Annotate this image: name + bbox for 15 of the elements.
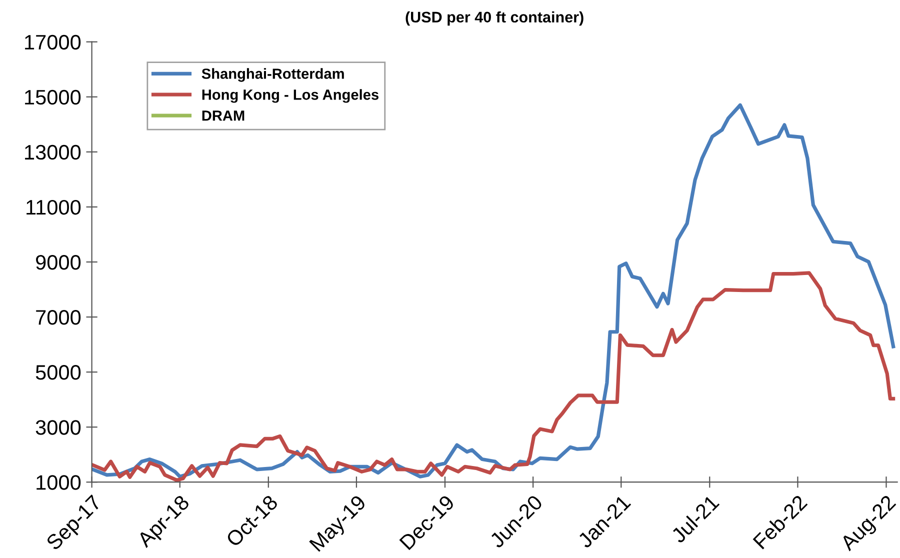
y-tick-label: 7000 — [36, 310, 81, 325]
line-series — [92, 103, 896, 478]
line-series — [92, 271, 896, 482]
y-tick-label: 17000 — [25, 34, 81, 50]
y-tick-label: 3000 — [36, 420, 81, 435]
y-tick-label: 15000 — [25, 90, 81, 105]
y-tick-label: 1000 — [36, 475, 81, 490]
y-tick-label: 11000 — [26, 200, 81, 215]
y-tick-label: 9000 — [36, 254, 81, 270]
y-tick-label: 13000 — [25, 144, 81, 160]
y-tick-label: 5000 — [36, 365, 81, 380]
legend-label: DRAM — [202, 110, 244, 121]
chart-title: (USD per 40 ft container) — [406, 11, 584, 26]
legend-label: Hong Kong - Los Angeles — [202, 89, 378, 103]
legend-label: Shanghai-Rotterdam — [202, 68, 344, 82]
